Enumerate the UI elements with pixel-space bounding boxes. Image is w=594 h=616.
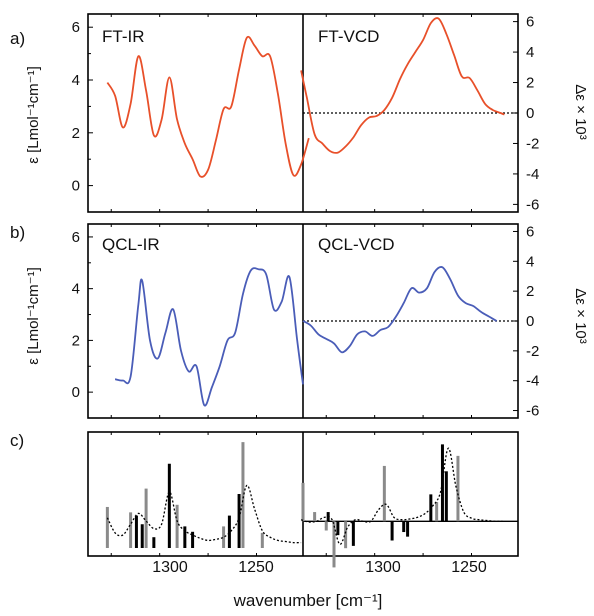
right-ytick-label-0--2: -2 [526,135,539,152]
calc-vcd-dotted-envelope [300,447,503,545]
right-ytick-label-0-0: 0 [526,105,534,122]
spectrum-0-vcd [300,17,505,154]
x-tick-label-right-1250: 1250 [451,559,487,576]
right-ytick-label-1--6: -6 [526,403,539,420]
right-ytick-label-0--6: -6 [526,196,539,213]
left-ytick-label-0-2: 2 [72,125,80,142]
right-ytick-label-1-6: 6 [526,223,534,240]
left-ytick-label-0-4: 4 [72,72,80,89]
right-ytick-label-0--4: -4 [526,166,539,183]
spectrum-1-vcd [302,266,498,354]
x-axis-title: wavenumber [cm⁻¹] [233,591,383,610]
right-ytick-label-1-2: 2 [526,283,534,300]
left-ytick-label-1-6: 6 [72,229,80,246]
panel-b-letter: b) [10,223,25,242]
right-ytick-label-0-2: 2 [526,75,534,92]
ft-vcd-label: FT-VCD [318,27,379,46]
x-tick-label-left-1300: 1300 [152,559,188,576]
left-ytick-label-0-0: 0 [72,178,80,195]
left-ytick-label-0-6: 6 [72,19,80,36]
ft-ir-label: FT-IR [102,27,145,46]
panel-a-right-ylabel: Δε × 10³ [572,84,589,139]
x-tick-label-right-1300: 1300 [365,559,401,576]
left-ytick-label-1-4: 4 [72,281,80,298]
panel-a-letter: a) [10,29,25,48]
right-ytick-label-0-4: 4 [526,44,534,61]
left-ytick-label-1-2: 2 [72,332,80,349]
panel-a-left-ylabel: ε [Lmol⁻¹cm⁻¹] [25,66,42,164]
spectrum-0-ir [106,35,310,178]
right-ytick-label-1-0: 0 [526,313,534,330]
panel-c-letter: c) [10,431,24,450]
qcl-ir-label: QCL-IR [102,235,160,254]
right-ytick-label-1--4: -4 [526,373,539,390]
calc-ir-dotted-envelope [106,484,302,544]
panel-b-left-ylabel: ε [Lmol⁻¹cm⁻¹] [25,267,42,365]
right-ytick-label-1--2: -2 [526,343,539,360]
panel-b-right-ylabel: Δε × 10³ [572,288,589,343]
spectrum-1-ir [114,267,304,407]
x-tick-label-left-1250: 1250 [238,559,274,576]
right-ytick-label-0-6: 6 [526,14,534,31]
left-ytick-label-1-0: 0 [72,384,80,401]
qcl-vcd-label: QCL-VCD [318,235,395,254]
right-ytick-label-1-4: 4 [526,253,534,270]
